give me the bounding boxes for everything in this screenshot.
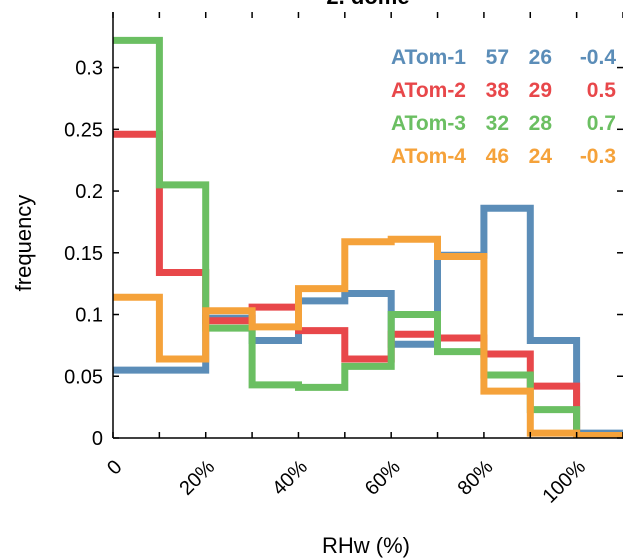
y-tick-label: 0 xyxy=(92,428,103,450)
series-line-atom-2 xyxy=(113,130,623,438)
y-tick-label: 0.05 xyxy=(64,366,103,388)
legend-entry-stat: 26 xyxy=(529,46,552,69)
series-line-atom-4 xyxy=(113,235,623,438)
legend-entry-name: ATom-3 xyxy=(391,112,466,135)
legend-entry-stat: 46 xyxy=(486,145,509,168)
y-tick-label: 0.2 xyxy=(75,181,103,203)
x-tick-label: 20% xyxy=(175,456,219,500)
legend-entry-stat: 29 xyxy=(529,79,552,102)
legend-entry-name: ATom-4 xyxy=(391,145,466,168)
legend-entry-name: ATom-1 xyxy=(391,46,466,69)
legend-entry-stat: 57 xyxy=(486,46,509,69)
x-tick-label: 40% xyxy=(268,456,312,500)
legend-entry-stat: 28 xyxy=(529,112,553,135)
legend-entry-stat: -0.3 xyxy=(580,145,616,168)
legend-entry-stat: 0.5 xyxy=(587,79,617,102)
legend-entry-stat: 38 xyxy=(486,79,510,102)
legend-entry-stat: -0.4 xyxy=(580,46,617,69)
legend: ATom-1 57 26 -0.4 ATom-2 38 29 0.5 ATom-3 32 28 0.7… xyxy=(391,46,616,168)
y-tick-label: 0.25 xyxy=(64,119,103,141)
x-axis-label: RHw (%) xyxy=(322,533,410,558)
legend-entry-stat: 24 xyxy=(529,145,553,168)
legend-entry-name: ATom-2 xyxy=(391,79,466,102)
legend-entry-stat: 0.7 xyxy=(587,112,616,135)
plot-area xyxy=(113,36,623,438)
chart-title: 2. dome xyxy=(326,0,409,9)
y-tick-label: 0.3 xyxy=(75,58,103,80)
x-tick-label: 80% xyxy=(454,456,498,500)
x-tick-label: 100% xyxy=(538,456,590,508)
y-tick-label: 0.1 xyxy=(75,305,103,327)
y-axis-label: frequency xyxy=(11,195,36,292)
legend-entry-stat: 32 xyxy=(486,112,509,135)
x-tick-label: 0 xyxy=(103,456,126,479)
y-tick-label: 0.15 xyxy=(64,243,103,265)
x-tick-label: 60% xyxy=(361,456,405,500)
